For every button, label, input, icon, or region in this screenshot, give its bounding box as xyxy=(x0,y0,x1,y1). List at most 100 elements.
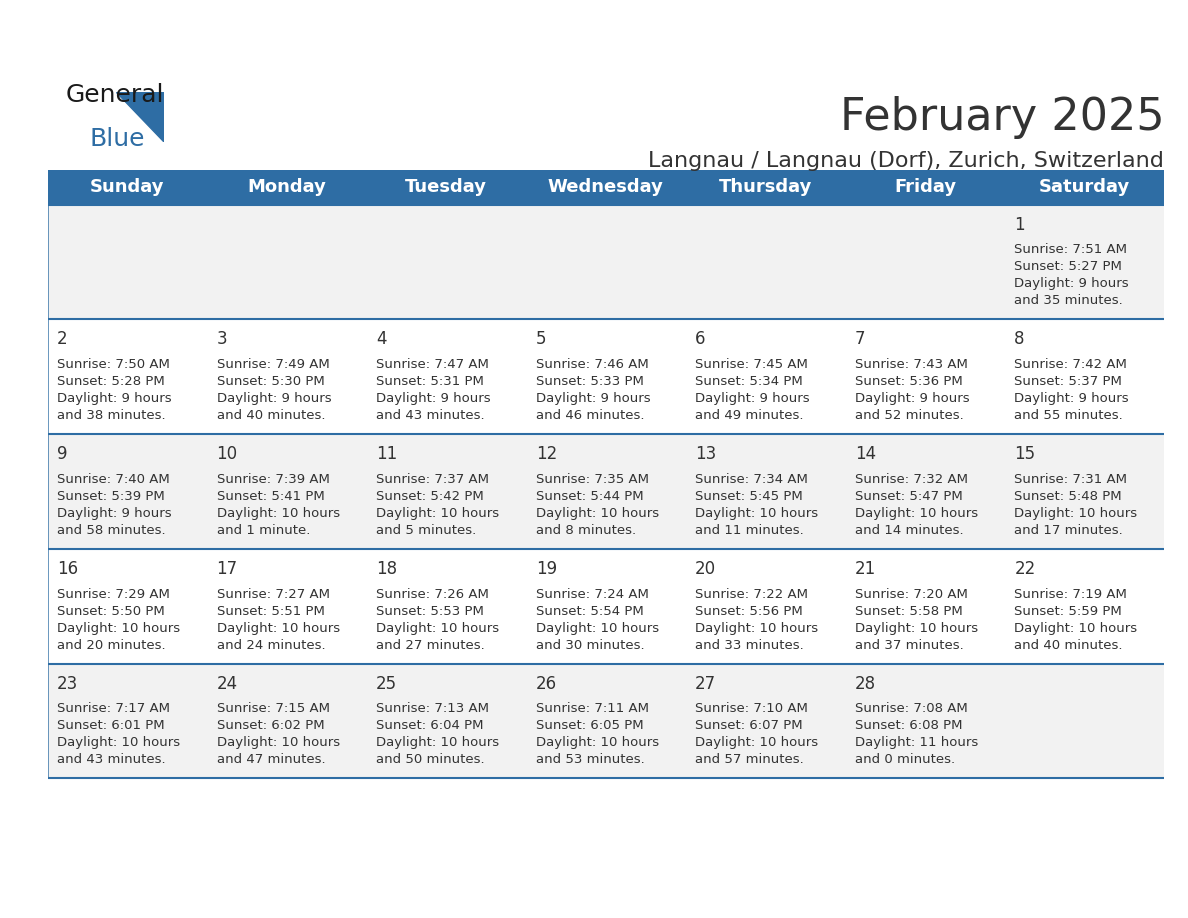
Text: 23: 23 xyxy=(57,675,78,693)
Bar xyxy=(367,664,526,778)
Text: 11: 11 xyxy=(377,445,398,464)
Text: 10: 10 xyxy=(216,445,238,464)
Bar xyxy=(48,205,207,319)
Text: 14: 14 xyxy=(854,445,876,464)
Text: 19: 19 xyxy=(536,560,557,578)
Bar xyxy=(367,205,526,319)
Text: Sunrise: 7:49 AM
Sunset: 5:30 PM
Daylight: 9 hours
and 40 minutes.: Sunrise: 7:49 AM Sunset: 5:30 PM Dayligh… xyxy=(216,358,331,422)
Bar xyxy=(48,319,207,434)
Text: Sunrise: 7:40 AM
Sunset: 5:39 PM
Daylight: 9 hours
and 58 minutes.: Sunrise: 7:40 AM Sunset: 5:39 PM Dayligh… xyxy=(57,473,172,537)
Text: 3: 3 xyxy=(216,330,227,349)
Bar xyxy=(845,205,1005,319)
Text: 2: 2 xyxy=(57,330,68,349)
Text: February 2025: February 2025 xyxy=(840,96,1164,140)
Bar xyxy=(685,319,845,434)
Text: Sunrise: 7:47 AM
Sunset: 5:31 PM
Daylight: 9 hours
and 43 minutes.: Sunrise: 7:47 AM Sunset: 5:31 PM Dayligh… xyxy=(377,358,491,422)
Text: Sunrise: 7:43 AM
Sunset: 5:36 PM
Daylight: 9 hours
and 52 minutes.: Sunrise: 7:43 AM Sunset: 5:36 PM Dayligh… xyxy=(854,358,969,422)
Text: Sunrise: 7:26 AM
Sunset: 5:53 PM
Daylight: 10 hours
and 27 minutes.: Sunrise: 7:26 AM Sunset: 5:53 PM Dayligh… xyxy=(377,588,499,652)
Bar xyxy=(207,319,367,434)
Bar xyxy=(48,549,207,664)
Bar xyxy=(207,549,367,664)
Bar xyxy=(367,319,526,434)
Bar xyxy=(526,319,685,434)
Text: Sunrise: 7:11 AM
Sunset: 6:05 PM
Daylight: 10 hours
and 53 minutes.: Sunrise: 7:11 AM Sunset: 6:05 PM Dayligh… xyxy=(536,702,659,767)
Text: 26: 26 xyxy=(536,675,557,693)
Bar xyxy=(367,434,526,549)
Text: Sunrise: 7:39 AM
Sunset: 5:41 PM
Daylight: 10 hours
and 1 minute.: Sunrise: 7:39 AM Sunset: 5:41 PM Dayligh… xyxy=(216,473,340,537)
Text: Sunrise: 7:50 AM
Sunset: 5:28 PM
Daylight: 9 hours
and 38 minutes.: Sunrise: 7:50 AM Sunset: 5:28 PM Dayligh… xyxy=(57,358,172,422)
Text: Sunrise: 7:13 AM
Sunset: 6:04 PM
Daylight: 10 hours
and 50 minutes.: Sunrise: 7:13 AM Sunset: 6:04 PM Dayligh… xyxy=(377,702,499,767)
Bar xyxy=(48,434,207,549)
Text: Sunrise: 7:37 AM
Sunset: 5:42 PM
Daylight: 10 hours
and 5 minutes.: Sunrise: 7:37 AM Sunset: 5:42 PM Dayligh… xyxy=(377,473,499,537)
Bar xyxy=(845,319,1005,434)
Bar xyxy=(1005,319,1164,434)
Text: Sunrise: 7:22 AM
Sunset: 5:56 PM
Daylight: 10 hours
and 33 minutes.: Sunrise: 7:22 AM Sunset: 5:56 PM Dayligh… xyxy=(695,588,819,652)
Bar xyxy=(48,170,1164,205)
Text: General: General xyxy=(65,83,164,106)
Text: Sunrise: 7:46 AM
Sunset: 5:33 PM
Daylight: 9 hours
and 46 minutes.: Sunrise: 7:46 AM Sunset: 5:33 PM Dayligh… xyxy=(536,358,650,422)
Bar xyxy=(845,434,1005,549)
Text: Sunrise: 7:42 AM
Sunset: 5:37 PM
Daylight: 9 hours
and 55 minutes.: Sunrise: 7:42 AM Sunset: 5:37 PM Dayligh… xyxy=(1015,358,1129,422)
Text: Monday: Monday xyxy=(247,178,327,196)
Text: 21: 21 xyxy=(854,560,876,578)
Text: Sunrise: 7:08 AM
Sunset: 6:08 PM
Daylight: 11 hours
and 0 minutes.: Sunrise: 7:08 AM Sunset: 6:08 PM Dayligh… xyxy=(854,702,978,767)
Text: Sunrise: 7:34 AM
Sunset: 5:45 PM
Daylight: 10 hours
and 11 minutes.: Sunrise: 7:34 AM Sunset: 5:45 PM Dayligh… xyxy=(695,473,819,537)
Text: Sunrise: 7:27 AM
Sunset: 5:51 PM
Daylight: 10 hours
and 24 minutes.: Sunrise: 7:27 AM Sunset: 5:51 PM Dayligh… xyxy=(216,588,340,652)
Text: Wednesday: Wednesday xyxy=(548,178,664,196)
Bar xyxy=(526,664,685,778)
Text: 18: 18 xyxy=(377,560,397,578)
Text: 6: 6 xyxy=(695,330,706,349)
Text: Saturday: Saturday xyxy=(1038,178,1130,196)
Text: Sunrise: 7:31 AM
Sunset: 5:48 PM
Daylight: 10 hours
and 17 minutes.: Sunrise: 7:31 AM Sunset: 5:48 PM Dayligh… xyxy=(1015,473,1137,537)
Text: Tuesday: Tuesday xyxy=(405,178,487,196)
Text: Sunrise: 7:20 AM
Sunset: 5:58 PM
Daylight: 10 hours
and 37 minutes.: Sunrise: 7:20 AM Sunset: 5:58 PM Dayligh… xyxy=(854,588,978,652)
Text: Sunrise: 7:32 AM
Sunset: 5:47 PM
Daylight: 10 hours
and 14 minutes.: Sunrise: 7:32 AM Sunset: 5:47 PM Dayligh… xyxy=(854,473,978,537)
Bar xyxy=(685,664,845,778)
Bar xyxy=(685,205,845,319)
Bar xyxy=(685,549,845,664)
Text: 8: 8 xyxy=(1015,330,1025,349)
Bar xyxy=(685,434,845,549)
Text: Sunrise: 7:24 AM
Sunset: 5:54 PM
Daylight: 10 hours
and 30 minutes.: Sunrise: 7:24 AM Sunset: 5:54 PM Dayligh… xyxy=(536,588,659,652)
Text: Sunrise: 7:29 AM
Sunset: 5:50 PM
Daylight: 10 hours
and 20 minutes.: Sunrise: 7:29 AM Sunset: 5:50 PM Dayligh… xyxy=(57,588,181,652)
Text: 13: 13 xyxy=(695,445,716,464)
Text: 27: 27 xyxy=(695,675,716,693)
Text: 25: 25 xyxy=(377,675,397,693)
Text: Sunrise: 7:17 AM
Sunset: 6:01 PM
Daylight: 10 hours
and 43 minutes.: Sunrise: 7:17 AM Sunset: 6:01 PM Dayligh… xyxy=(57,702,181,767)
Text: Blue: Blue xyxy=(89,127,145,151)
Text: Thursday: Thursday xyxy=(719,178,813,196)
Text: 4: 4 xyxy=(377,330,386,349)
Text: 15: 15 xyxy=(1015,445,1036,464)
Bar xyxy=(1005,205,1164,319)
Bar xyxy=(1005,664,1164,778)
Bar xyxy=(845,549,1005,664)
Text: Sunrise: 7:19 AM
Sunset: 5:59 PM
Daylight: 10 hours
and 40 minutes.: Sunrise: 7:19 AM Sunset: 5:59 PM Dayligh… xyxy=(1015,588,1137,652)
Text: 7: 7 xyxy=(854,330,865,349)
Bar xyxy=(526,549,685,664)
Text: 1: 1 xyxy=(1015,216,1025,234)
Bar xyxy=(48,664,207,778)
Text: 16: 16 xyxy=(57,560,78,578)
Text: Sunday: Sunday xyxy=(90,178,164,196)
Bar xyxy=(1005,549,1164,664)
Text: Langnau / Langnau (Dorf), Zurich, Switzerland: Langnau / Langnau (Dorf), Zurich, Switze… xyxy=(649,151,1164,172)
Text: 20: 20 xyxy=(695,560,716,578)
Text: Sunrise: 7:51 AM
Sunset: 5:27 PM
Daylight: 9 hours
and 35 minutes.: Sunrise: 7:51 AM Sunset: 5:27 PM Dayligh… xyxy=(1015,243,1129,308)
Text: 12: 12 xyxy=(536,445,557,464)
Polygon shape xyxy=(116,92,164,142)
Bar xyxy=(526,205,685,319)
Bar xyxy=(207,434,367,549)
Bar xyxy=(367,549,526,664)
Text: 28: 28 xyxy=(854,675,876,693)
Text: 17: 17 xyxy=(216,560,238,578)
Text: Sunrise: 7:35 AM
Sunset: 5:44 PM
Daylight: 10 hours
and 8 minutes.: Sunrise: 7:35 AM Sunset: 5:44 PM Dayligh… xyxy=(536,473,659,537)
Text: Sunrise: 7:15 AM
Sunset: 6:02 PM
Daylight: 10 hours
and 47 minutes.: Sunrise: 7:15 AM Sunset: 6:02 PM Dayligh… xyxy=(216,702,340,767)
Text: 5: 5 xyxy=(536,330,546,349)
Bar xyxy=(1005,434,1164,549)
Bar xyxy=(845,664,1005,778)
Text: 22: 22 xyxy=(1015,560,1036,578)
Bar xyxy=(207,205,367,319)
Text: 24: 24 xyxy=(216,675,238,693)
Text: Friday: Friday xyxy=(893,178,956,196)
Text: Sunrise: 7:45 AM
Sunset: 5:34 PM
Daylight: 9 hours
and 49 minutes.: Sunrise: 7:45 AM Sunset: 5:34 PM Dayligh… xyxy=(695,358,810,422)
